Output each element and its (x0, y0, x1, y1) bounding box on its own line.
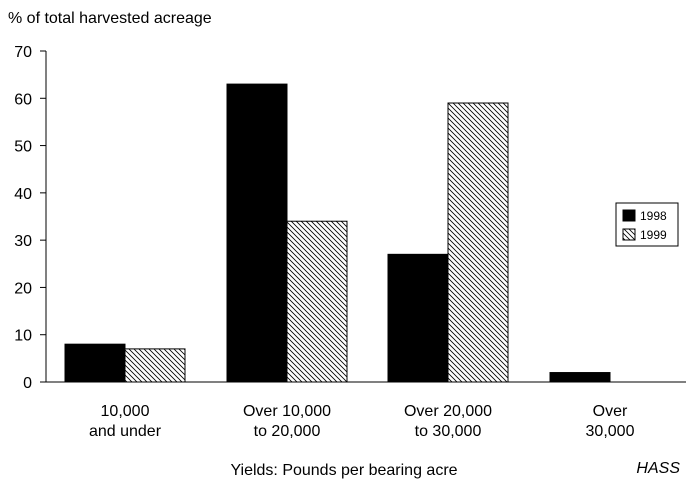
category-label: to 20,000 (254, 423, 321, 440)
category-label: Over 10,000 (243, 403, 331, 420)
axes: 0 10 20 30 40 50 60 70 (14, 44, 686, 392)
source-label: HASS (636, 460, 680, 477)
bar-1998-2 (387, 253, 449, 383)
y-tick-label: 70 (14, 44, 32, 61)
bars (64, 83, 611, 383)
y-tick-label: 20 (14, 280, 32, 297)
category-label: Over (593, 403, 628, 420)
y-tick-label: 50 (14, 139, 32, 156)
legend: 1998 1999 (615, 202, 679, 247)
y-axis-title: % of total harvested acreage (8, 10, 212, 27)
legend-label-1999: 1999 (640, 228, 667, 242)
bar-1999-0 (124, 348, 186, 383)
y-tick-label: 10 (14, 328, 32, 345)
legend-swatch-1999 (622, 228, 636, 241)
bar-1998-1 (226, 83, 288, 383)
category-label: 10,000 (101, 403, 150, 420)
bar-1999-2 (447, 102, 509, 383)
legend-label-1998: 1998 (640, 209, 667, 223)
category-label: to 30,000 (415, 423, 482, 440)
category-labels: 10,000 and under Over 10,000 to 20,000 Over … (89, 403, 635, 440)
y-tick-label: 30 (14, 233, 32, 250)
y-tick-label: 60 (14, 91, 32, 108)
bar-1998-0 (64, 343, 126, 383)
y-tick-label: 40 (14, 186, 32, 203)
category-label: and under (89, 423, 162, 440)
legend-swatch-1998 (622, 209, 636, 222)
bar-1999-1 (286, 220, 348, 383)
x-axis-title: Yields: Pounds per bearing acre (230, 462, 458, 479)
category-label: 30,000 (586, 423, 635, 440)
category-label: Over 20,000 (404, 403, 492, 420)
bar-1998-3 (549, 372, 611, 383)
y-tick-label: 0 (23, 375, 32, 392)
